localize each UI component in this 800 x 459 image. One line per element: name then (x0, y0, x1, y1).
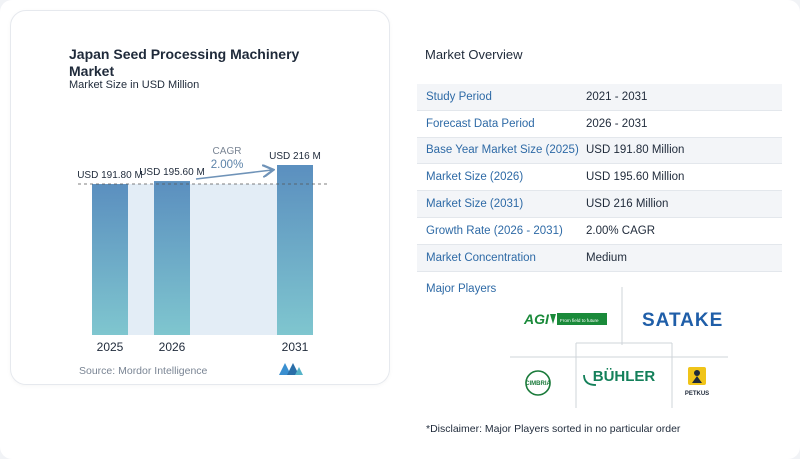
overview-row-value: USD 216 Million (586, 198, 669, 211)
overview-row-label: Market Concentration (426, 251, 536, 264)
overview-row: Market Size (2031) USD 216 Million (417, 191, 782, 218)
overview-row-label: Market Size (2026) (426, 171, 524, 184)
x-tick-2025: 2025 (97, 340, 124, 354)
overview-row-value: 2026 - 2031 (586, 117, 648, 130)
overview-row-value: USD 191.80 Million (586, 144, 685, 157)
svg-text:PETKUS: PETKUS (685, 391, 709, 397)
source-note: Source: Mordor Intelligence (79, 365, 208, 377)
svg-text:AGI: AGI (523, 311, 550, 327)
players-logo-grid: AGI From field to future SATAKE CIMBRIA … (510, 287, 728, 408)
overview-row-label: Study Period (426, 90, 492, 103)
players-title: Major Players (426, 283, 497, 295)
overview-row-label: Base Year Market Size (2025) (426, 144, 579, 157)
data-label-2026: USD 195.60 M (139, 167, 205, 178)
svg-text:From field to future: From field to future (560, 318, 599, 323)
cagr-label: CAGR (213, 146, 242, 157)
x-tick-2026: 2026 (159, 340, 186, 354)
overview-row-label: Growth Rate (2026 - 2031) (426, 224, 563, 237)
data-label-2025: USD 191.80 M (77, 170, 143, 181)
overview-row-label: Forecast Data Period (426, 117, 535, 130)
overview-row-label: Market Size (2031) (426, 198, 524, 211)
bar-2031 (277, 165, 313, 335)
bar-2025 (92, 184, 128, 335)
x-tick-2031: 2031 (282, 340, 309, 354)
chart-title: Japan Seed Processing Machinery Market (69, 46, 300, 79)
overview-row: Growth Rate (2026 - 2031) 2.00% CAGR (417, 218, 782, 245)
bar-2026 (154, 181, 190, 335)
cagr-value: 2.00% (211, 159, 244, 171)
petkus-logo: PETKUS (685, 367, 709, 397)
cimbria-logo: CIMBRIA (525, 370, 551, 396)
mordor-logo-icon (279, 363, 303, 375)
overview-row-value: 2021 - 2031 (586, 90, 648, 103)
buhler-logo: BÜHLER (593, 368, 656, 385)
forecast-band (92, 184, 313, 335)
overview-title: Market Overview (425, 47, 523, 62)
cagr-arrow (195, 170, 272, 180)
chart-subtitle: Market Size in USD Million (69, 79, 200, 91)
svg-text:CIMBRIA: CIMBRIA (525, 381, 551, 387)
satake-logo: SATAKE (642, 310, 723, 331)
overview-row: Forecast Data Period 2026 - 2031 (417, 111, 782, 138)
overview-row-value: 2.00% CAGR (586, 224, 656, 237)
bar-chart: USD 191.80 M 2025 USD 195.60 M 2026 USD 216 … (77, 146, 330, 354)
agi-logo: AGI From field to future (523, 311, 607, 327)
disclaimer: *Disclaimer: Major Players sorted in no … (426, 423, 681, 435)
data-label-2031: USD 216 M (269, 151, 321, 162)
overview-table: Study Period 2021 - 2031 Forecast Data Per… (417, 84, 782, 272)
overview-row: Base Year Market Size (2025) USD 191.80 M… (417, 137, 782, 165)
overview-row-value: Medium (586, 251, 627, 264)
overview-row: Market Size (2026) USD 195.60 Million (417, 164, 782, 192)
overview-row-value: USD 195.60 Million (586, 171, 685, 184)
overview-row: Market Concentration Medium (417, 244, 782, 272)
overview-row: Study Period 2021 - 2031 (417, 84, 782, 111)
